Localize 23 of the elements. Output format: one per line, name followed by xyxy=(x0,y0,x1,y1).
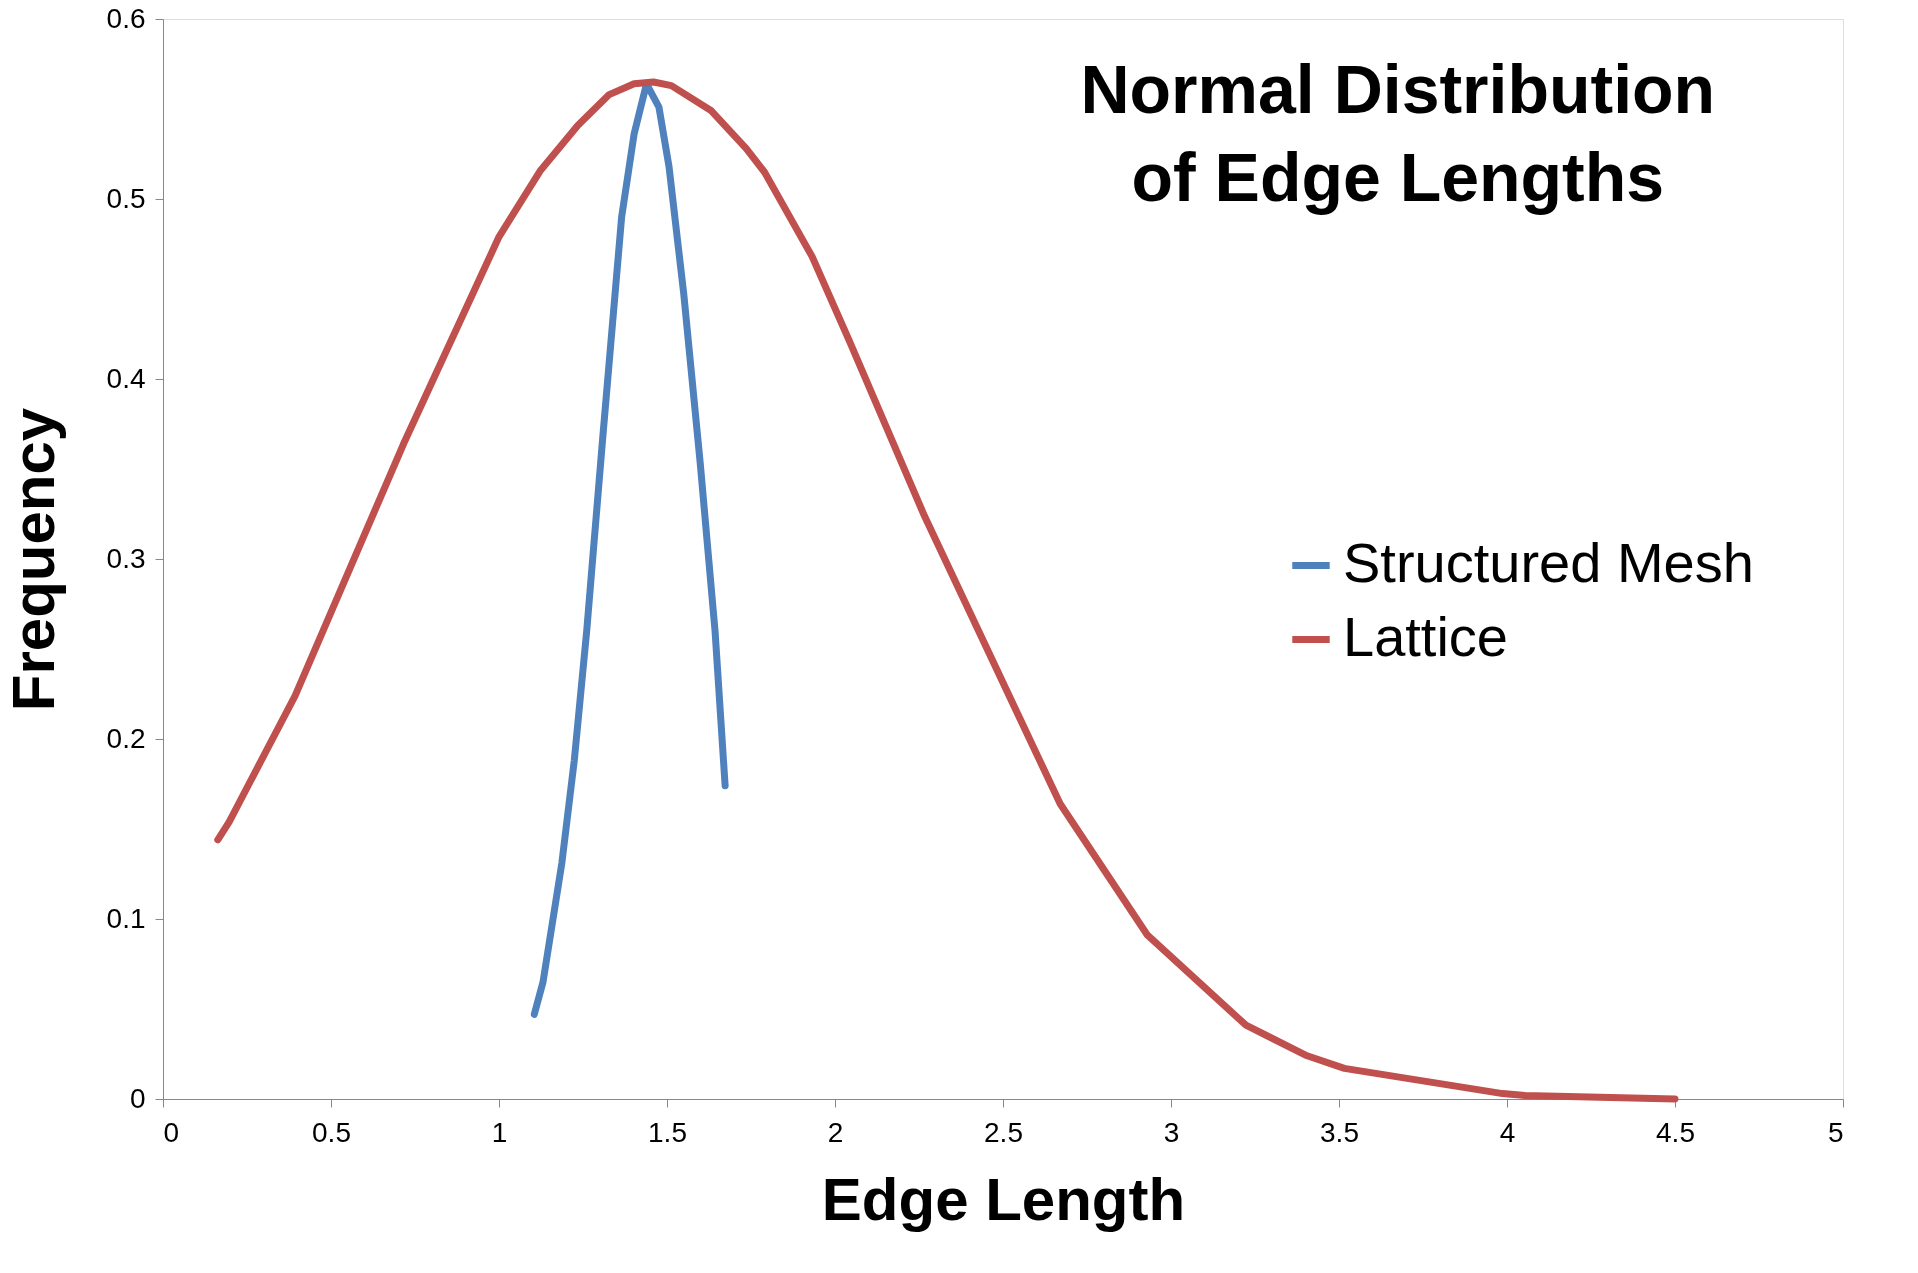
x-tick-label: 0.5 xyxy=(312,1116,351,1148)
x-tick-label: 1 xyxy=(491,1116,508,1148)
y-tick-label: 0.3 xyxy=(106,542,146,574)
y-tick-label: 0.1 xyxy=(106,902,146,934)
y-tick-label: 0 xyxy=(129,1082,146,1114)
legend-label: Lattice xyxy=(1343,605,1508,669)
x-tick-label: 5 xyxy=(1827,1116,1844,1148)
x-tick-label: 2.5 xyxy=(984,1116,1023,1148)
x-tick-label: 4 xyxy=(1499,1116,1516,1148)
x-tick-label: 4.5 xyxy=(1656,1116,1695,1148)
x-tick-label: 3 xyxy=(1163,1116,1180,1148)
x-tick-label: 0 xyxy=(163,1116,180,1148)
y-tick-label: 0.4 xyxy=(106,362,146,394)
text: Normal Distribution of Edge Lengths xyxy=(1080,51,1716,215)
legend-label: Structured Mesh xyxy=(1343,531,1754,595)
x-axis-title: Edge Length xyxy=(821,1165,1186,1233)
y-axis-title: Frequency xyxy=(0,407,67,712)
x-tick-label: 2 xyxy=(827,1116,844,1148)
x-tick-label: 3.5 xyxy=(1320,1116,1359,1148)
y-tick-label: 0.2 xyxy=(106,722,146,754)
x-tick-label: 1.5 xyxy=(648,1116,687,1148)
y-tick-label: 0.5 xyxy=(106,182,146,214)
y-tick-label: 0.6 xyxy=(106,2,146,34)
